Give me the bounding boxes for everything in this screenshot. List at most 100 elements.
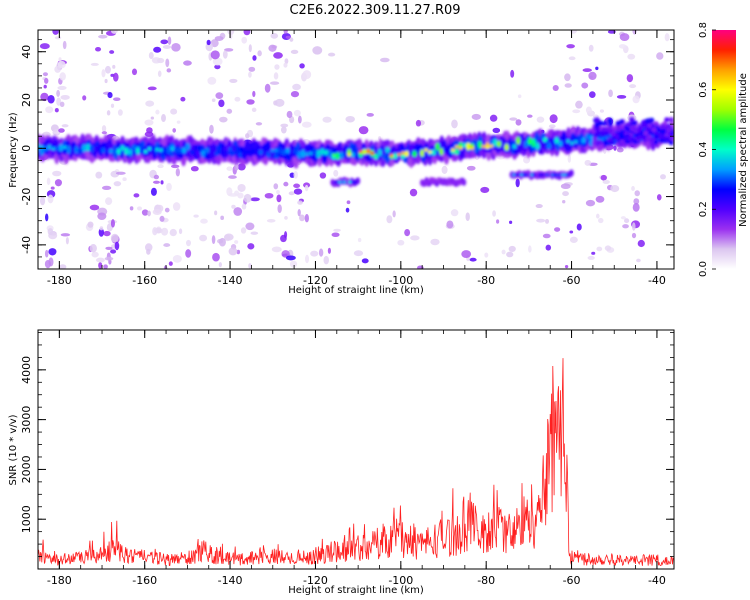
band-blob (629, 117, 635, 123)
band-core (512, 144, 517, 149)
band-core (408, 150, 413, 156)
noise-blob (255, 122, 263, 126)
secondary-core (558, 173, 562, 177)
noise-blob (248, 66, 256, 72)
noise-blob (545, 244, 552, 251)
noise-blob (280, 126, 287, 134)
band-peak (485, 142, 490, 146)
noise-blob (284, 58, 289, 65)
band-core (373, 153, 379, 160)
noise-blob (656, 52, 664, 60)
noise-blob (283, 62, 288, 68)
noise-blob (548, 124, 556, 129)
noise-blob (465, 212, 470, 222)
noise-blob (144, 243, 153, 252)
snr-panel: -180 -160 -140 -120 -100 -80 -60 -40 1000 2000 300… (8, 329, 675, 596)
band-blob (653, 139, 659, 145)
band-peak (401, 151, 405, 155)
noise-blob (114, 241, 120, 251)
secondary-core (530, 173, 534, 177)
band-core (585, 133, 590, 140)
x-tick-label: -60 (563, 574, 581, 587)
band-core (523, 140, 529, 148)
band-core (546, 142, 552, 150)
band-core (74, 145, 79, 154)
noise-blob (234, 190, 240, 196)
noise-blob (231, 204, 236, 209)
band-peak (159, 148, 163, 152)
noise-blob (333, 228, 341, 232)
band-core (377, 149, 383, 157)
secondary-core (345, 180, 350, 184)
noise-blob (58, 128, 65, 133)
noise-blob (110, 30, 118, 34)
band-peak (358, 149, 363, 154)
noise-blob (54, 108, 59, 113)
noise-blob (624, 218, 630, 224)
secondary-core (566, 173, 570, 177)
x-tick-label: -100 (388, 574, 413, 587)
band-core (193, 144, 198, 150)
noise-blob (211, 235, 216, 245)
noise-blob (103, 264, 108, 269)
noise-blob (157, 70, 162, 77)
noise-blob (409, 188, 418, 197)
noise-blob (632, 95, 640, 104)
band-peak (347, 153, 351, 157)
noise-blob (274, 98, 285, 107)
noise-blob (288, 191, 295, 196)
noise-blob (243, 30, 251, 36)
noise-blob (214, 64, 221, 70)
noise-blob (157, 57, 165, 64)
noise-blob (283, 181, 289, 187)
noise-blob (634, 190, 640, 197)
band-peak (316, 149, 321, 154)
noise-blob (141, 209, 149, 216)
noise-blob (392, 210, 396, 218)
noise-blob (293, 109, 301, 117)
band-peak (270, 148, 275, 153)
noise-blob (214, 210, 218, 216)
noise-blob (58, 57, 62, 62)
x-tick-label: -180 (47, 574, 72, 587)
noise-blob (304, 184, 309, 192)
noise-blob (380, 57, 390, 63)
band-blob (637, 126, 643, 132)
noise-blob (572, 109, 581, 114)
noise-blob (172, 128, 177, 133)
noise-blob (39, 43, 50, 50)
noise-blob (509, 220, 513, 224)
band-blob (667, 127, 673, 133)
noise-blob (233, 207, 243, 216)
colorbar-tick-label: 0.0 (698, 261, 709, 277)
secondary-core (348, 180, 352, 184)
band-core (189, 149, 194, 156)
noise-blob (600, 174, 607, 181)
noise-blob (136, 206, 143, 211)
secondary-core (353, 180, 357, 184)
band-blob (594, 122, 600, 128)
noise-blob (327, 247, 331, 254)
band-core (404, 150, 409, 157)
noise-blob (284, 231, 288, 239)
noise-blob (305, 254, 310, 264)
noise-blob (82, 95, 87, 101)
noise-blob (620, 216, 626, 220)
y-tick-label: 4000 (20, 356, 33, 384)
band-blob (616, 126, 622, 132)
secondary-core (522, 173, 526, 177)
band-peak (574, 140, 578, 144)
noise-blob (632, 202, 640, 212)
band-core (262, 150, 267, 158)
band-peak (600, 137, 605, 141)
band-peak (155, 147, 159, 152)
band-core (446, 144, 452, 152)
noise-blob (54, 179, 62, 187)
noise-blob (564, 83, 572, 88)
colorbar-tick-label: 0.6 (698, 82, 709, 98)
band-core (208, 145, 214, 150)
secondary-core (445, 180, 449, 184)
secondary-core (527, 173, 531, 177)
noise-blob (616, 147, 624, 153)
band-core (312, 148, 317, 155)
